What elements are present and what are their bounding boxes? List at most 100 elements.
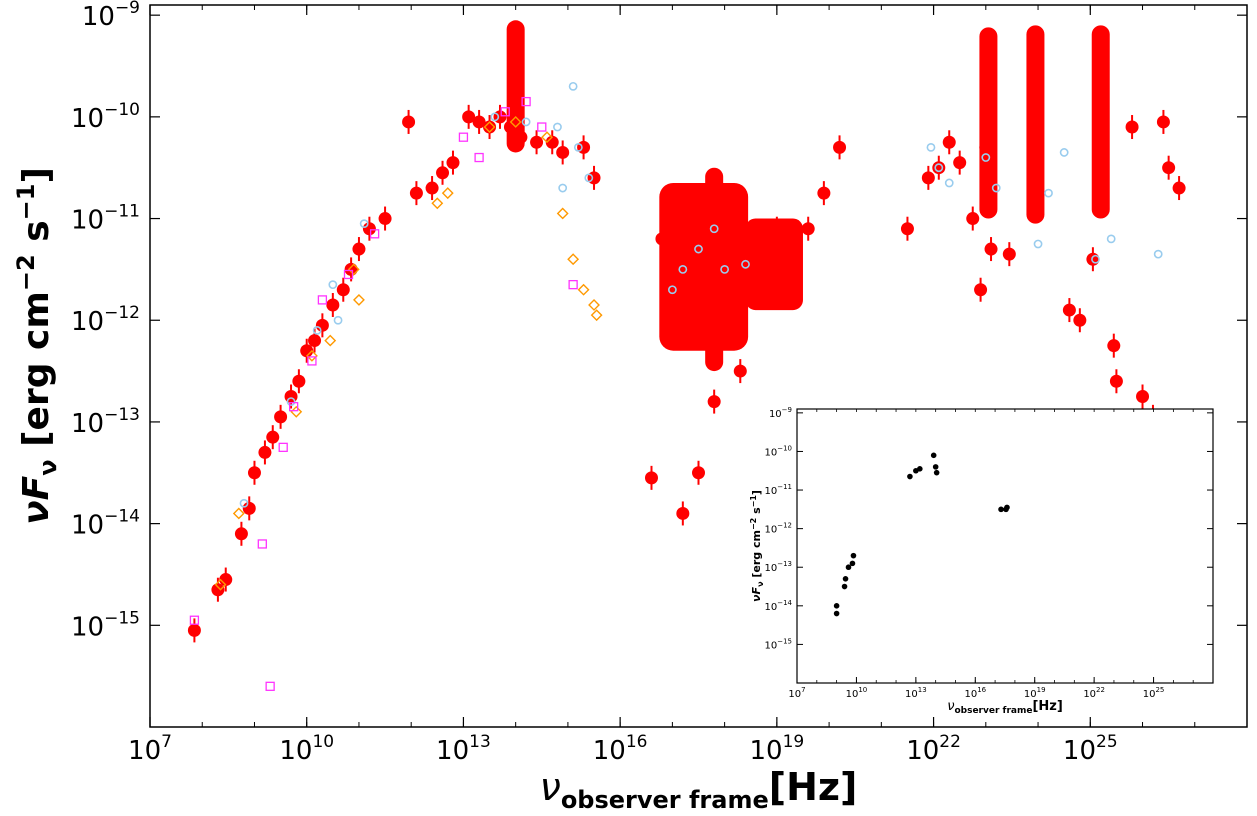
inset-y-axis-exp1: −2 xyxy=(749,518,758,530)
inset-y-axis-subscript: ν xyxy=(756,581,765,587)
inset-data-point xyxy=(833,603,840,609)
data-point xyxy=(462,110,476,124)
data-point xyxy=(587,171,601,185)
data-point xyxy=(577,283,590,296)
data-point xyxy=(353,293,365,306)
inset-x-tick-label: 1025 xyxy=(1143,686,1165,700)
data-point xyxy=(305,349,318,362)
inset-x-tick-exponent: 13 xyxy=(918,686,927,694)
data-point xyxy=(234,527,248,541)
data-point xyxy=(694,244,703,254)
data-point xyxy=(801,222,815,236)
y-tick-exponent: −9 xyxy=(115,0,140,18)
data-point xyxy=(667,285,677,295)
data-point xyxy=(953,156,967,170)
data-point xyxy=(425,181,439,195)
inset-x-tick-label: 1022 xyxy=(1083,686,1105,700)
data-point xyxy=(352,242,366,256)
data-point xyxy=(678,264,688,274)
inset-data-point xyxy=(907,473,913,480)
inset-y-tick-label: 10−15 xyxy=(764,637,792,651)
data-point xyxy=(709,224,719,234)
data-point xyxy=(733,364,747,378)
data-point xyxy=(359,219,369,229)
inset-y-tick-label: 10−11 xyxy=(764,483,792,497)
y-axis-symbol: νF xyxy=(16,475,57,525)
data-point xyxy=(644,471,658,485)
data-point xyxy=(369,229,380,239)
inset-y-tick-base: 10 xyxy=(769,409,782,420)
x-tick-exponent: 10 xyxy=(312,732,334,752)
x-tick-label: 1010 xyxy=(279,732,334,766)
inset-y-tick-label: 10−10 xyxy=(764,444,792,458)
data-point xyxy=(1086,252,1100,266)
data-band xyxy=(1091,25,1110,219)
data-point xyxy=(786,242,800,256)
inset-y-tick-exponent: −12 xyxy=(777,522,792,530)
x-tick-exponent: 7 xyxy=(161,732,172,752)
y-tick-label: 10−12 xyxy=(71,303,140,337)
inset-x-tick-base: 10 xyxy=(905,689,918,700)
data-point xyxy=(307,356,317,366)
data-point xyxy=(290,405,303,418)
data-point xyxy=(300,344,314,358)
data-point xyxy=(317,295,328,305)
data-point xyxy=(472,115,486,129)
data-point xyxy=(833,140,847,154)
data-point xyxy=(232,507,245,520)
inset-x-tick-exponent: 10 xyxy=(858,686,867,694)
inset-y-tick-label: 10−9 xyxy=(769,406,792,420)
data-point xyxy=(1002,247,1016,261)
data-point xyxy=(514,130,528,144)
inset-y-tick-base: 10 xyxy=(764,525,777,536)
x-tick-base: 10 xyxy=(749,736,782,766)
inset-data-point xyxy=(849,560,856,567)
x-tick-exponent: 22 xyxy=(939,732,961,752)
data-point xyxy=(265,681,275,691)
y-tick-base: 10 xyxy=(82,2,115,32)
data-point xyxy=(1107,339,1121,353)
data-point xyxy=(500,107,510,117)
data-point xyxy=(1172,181,1186,195)
data-point xyxy=(278,442,288,453)
data-point xyxy=(720,264,730,274)
data-point xyxy=(1136,390,1150,404)
inset-y-axis-end: ] xyxy=(750,490,763,495)
inset-x-tick-base: 10 xyxy=(846,689,859,700)
data-point xyxy=(1033,239,1043,249)
data-point xyxy=(770,222,784,236)
data-point xyxy=(558,183,568,193)
data-point xyxy=(966,212,980,226)
data-point xyxy=(483,120,497,134)
data-point xyxy=(247,466,261,480)
data-point xyxy=(474,152,484,163)
data-point xyxy=(266,430,280,444)
data-point xyxy=(274,410,288,424)
data-point xyxy=(590,309,603,322)
data-point xyxy=(483,121,496,133)
inset-y-axis-title: νFν [erg cm−2 s−1] xyxy=(749,490,765,602)
data-point xyxy=(503,120,517,134)
data-point xyxy=(921,171,935,185)
x-tick-exponent: 13 xyxy=(469,732,491,752)
x-tick-base: 10 xyxy=(279,736,312,766)
data-point xyxy=(347,263,360,276)
inset-data-point xyxy=(842,576,849,582)
inset-y-axis-symbol: νF xyxy=(750,586,763,601)
inset-y-tick-label: 10−12 xyxy=(764,522,792,536)
x-tick-base: 10 xyxy=(436,736,469,766)
x-axis-title: νobserver frame[Hz] xyxy=(540,765,858,811)
data-point xyxy=(655,232,669,246)
inset-y-tick-exponent: −13 xyxy=(777,560,792,568)
data-point xyxy=(817,186,831,200)
data-point xyxy=(289,402,299,412)
data-point xyxy=(441,187,454,200)
inset-y-tick-exponent: −9 xyxy=(782,406,792,414)
data-point xyxy=(446,156,460,170)
data-point xyxy=(189,615,200,625)
data-point xyxy=(490,112,500,122)
inset-x-axis-symbol: ν xyxy=(947,699,954,714)
data-point xyxy=(378,212,392,226)
x-axis-unit: [Hz] xyxy=(769,765,858,809)
